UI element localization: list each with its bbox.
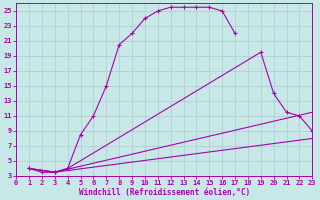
X-axis label: Windchill (Refroidissement éolien,°C): Windchill (Refroidissement éolien,°C)	[79, 188, 250, 197]
